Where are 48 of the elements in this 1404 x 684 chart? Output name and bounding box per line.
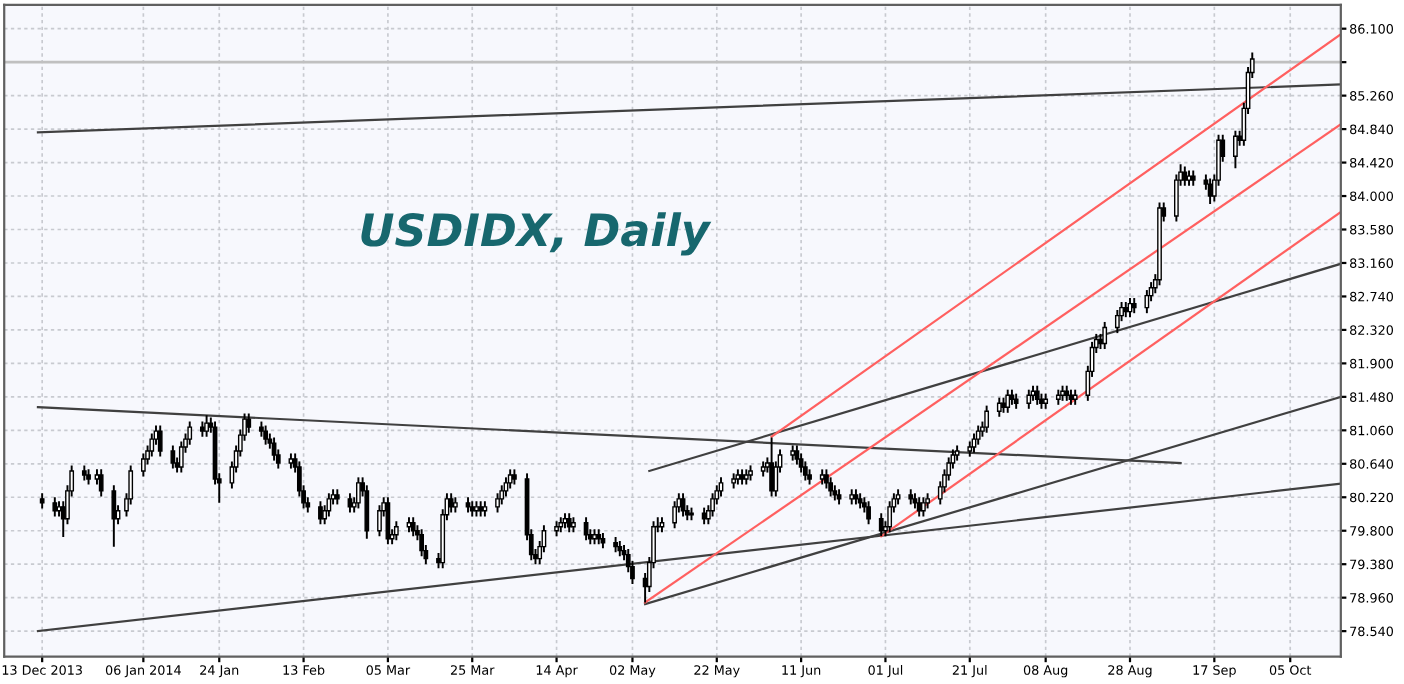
candlestick xyxy=(1144,289,1150,315)
candlestick xyxy=(170,444,176,470)
candlestick xyxy=(866,500,871,526)
candlestick xyxy=(769,436,774,498)
candlestick xyxy=(246,412,252,434)
candlestick xyxy=(828,476,834,498)
candlestick xyxy=(157,424,163,458)
candlestick xyxy=(507,468,513,490)
candlestick xyxy=(377,504,382,538)
candlestick xyxy=(499,484,505,506)
candlestick xyxy=(495,492,500,514)
candlestick xyxy=(318,500,323,526)
candlestick xyxy=(794,444,800,466)
candlestick xyxy=(204,414,209,438)
candlestick xyxy=(393,520,399,542)
candlestick xyxy=(271,436,277,462)
candlestick xyxy=(921,496,926,518)
candlestick xyxy=(326,492,332,518)
candlestick xyxy=(996,396,1002,418)
candlestick xyxy=(503,476,509,498)
candlestick xyxy=(419,528,425,558)
candlestick xyxy=(364,484,370,540)
candlestick xyxy=(1233,129,1238,170)
candlestick xyxy=(1114,309,1120,335)
candlestick xyxy=(680,492,686,518)
candlestick xyxy=(718,476,724,498)
candlestick xyxy=(672,500,678,530)
candlestick xyxy=(802,460,808,482)
candlestick xyxy=(263,424,269,446)
candlestick xyxy=(347,492,353,514)
candlestick xyxy=(975,424,981,446)
text: USDIDX, Daily xyxy=(361,212,712,256)
candlestick xyxy=(448,492,454,514)
candlestick xyxy=(187,420,193,446)
candlestick xyxy=(984,404,990,434)
candlestick xyxy=(887,500,893,534)
candlestick xyxy=(798,452,804,474)
candlestick xyxy=(111,484,117,548)
candlestick xyxy=(1102,320,1108,351)
candlestick xyxy=(710,492,715,518)
candlestick xyxy=(1026,388,1032,410)
candlestick xyxy=(824,468,829,490)
candlestick xyxy=(149,432,155,458)
candlestick xyxy=(916,496,922,518)
candlestick xyxy=(140,452,146,478)
candlestick xyxy=(1207,177,1213,205)
candlestick xyxy=(878,512,884,538)
candlestick xyxy=(971,432,977,454)
